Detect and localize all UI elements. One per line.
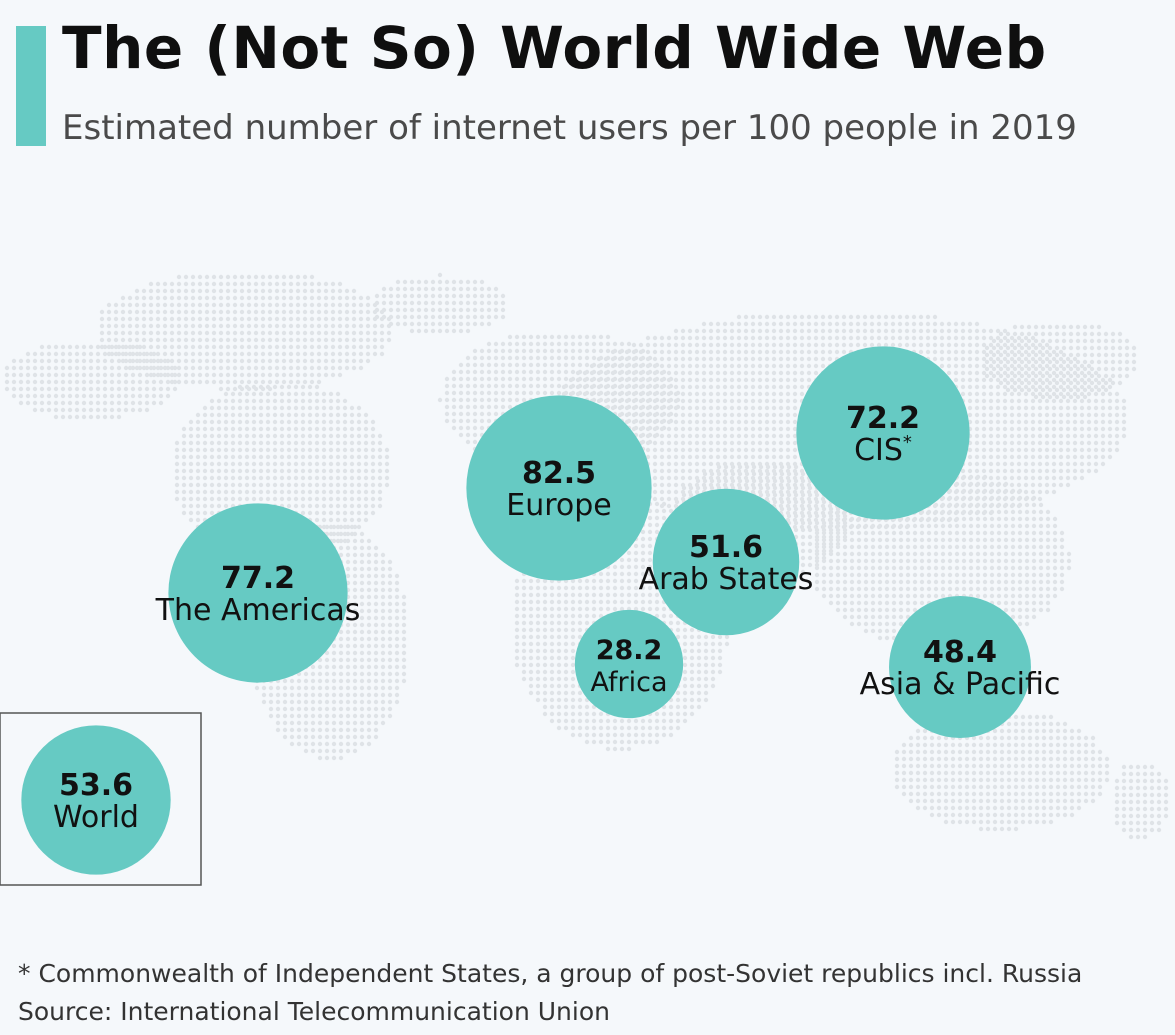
chart-title: The (Not So) World Wide Web	[62, 14, 1047, 82]
bubble-americas	[168, 503, 348, 683]
footer: * Commonwealth of Independent States, a …	[18, 955, 1082, 1031]
source-note: Source: International Telecommunication …	[18, 997, 610, 1026]
world-inset-box	[0, 712, 202, 886]
bubble-arab	[652, 488, 800, 636]
bubble-value-arab: 51.6	[689, 530, 763, 565]
bubble-label-americas: The Americas	[155, 593, 361, 628]
bubble-value-asia: 48.4	[923, 635, 997, 670]
bubble-value-europe: 82.5	[522, 456, 596, 491]
footnote: * Commonwealth of Independent States, a …	[18, 959, 1083, 988]
accent-bar	[16, 26, 46, 146]
bubble-africa	[574, 609, 684, 719]
bubble-cis	[796, 346, 970, 520]
bubble-value-cis: 72.2	[846, 401, 920, 436]
bubble-value-world: 53.6	[59, 768, 133, 803]
bubble-asia	[889, 596, 1031, 738]
bubble-label-world: World	[53, 800, 139, 835]
bubble-label-arab: Arab States	[639, 562, 814, 597]
chart-subtitle: Estimated number of internet users per 1…	[62, 108, 1077, 148]
bubble-value-africa: 28.2	[596, 635, 663, 666]
bubble-label-asia: Asia & Pacific	[860, 667, 1061, 702]
bubble-world	[21, 725, 171, 875]
bubble-label-cis: CIS*	[854, 432, 912, 468]
bubble-label-africa: Africa	[590, 667, 667, 698]
bubble-value-americas: 77.2	[221, 561, 295, 596]
bubble-label-europe: Europe	[506, 488, 612, 523]
bubble-europe	[466, 395, 652, 581]
